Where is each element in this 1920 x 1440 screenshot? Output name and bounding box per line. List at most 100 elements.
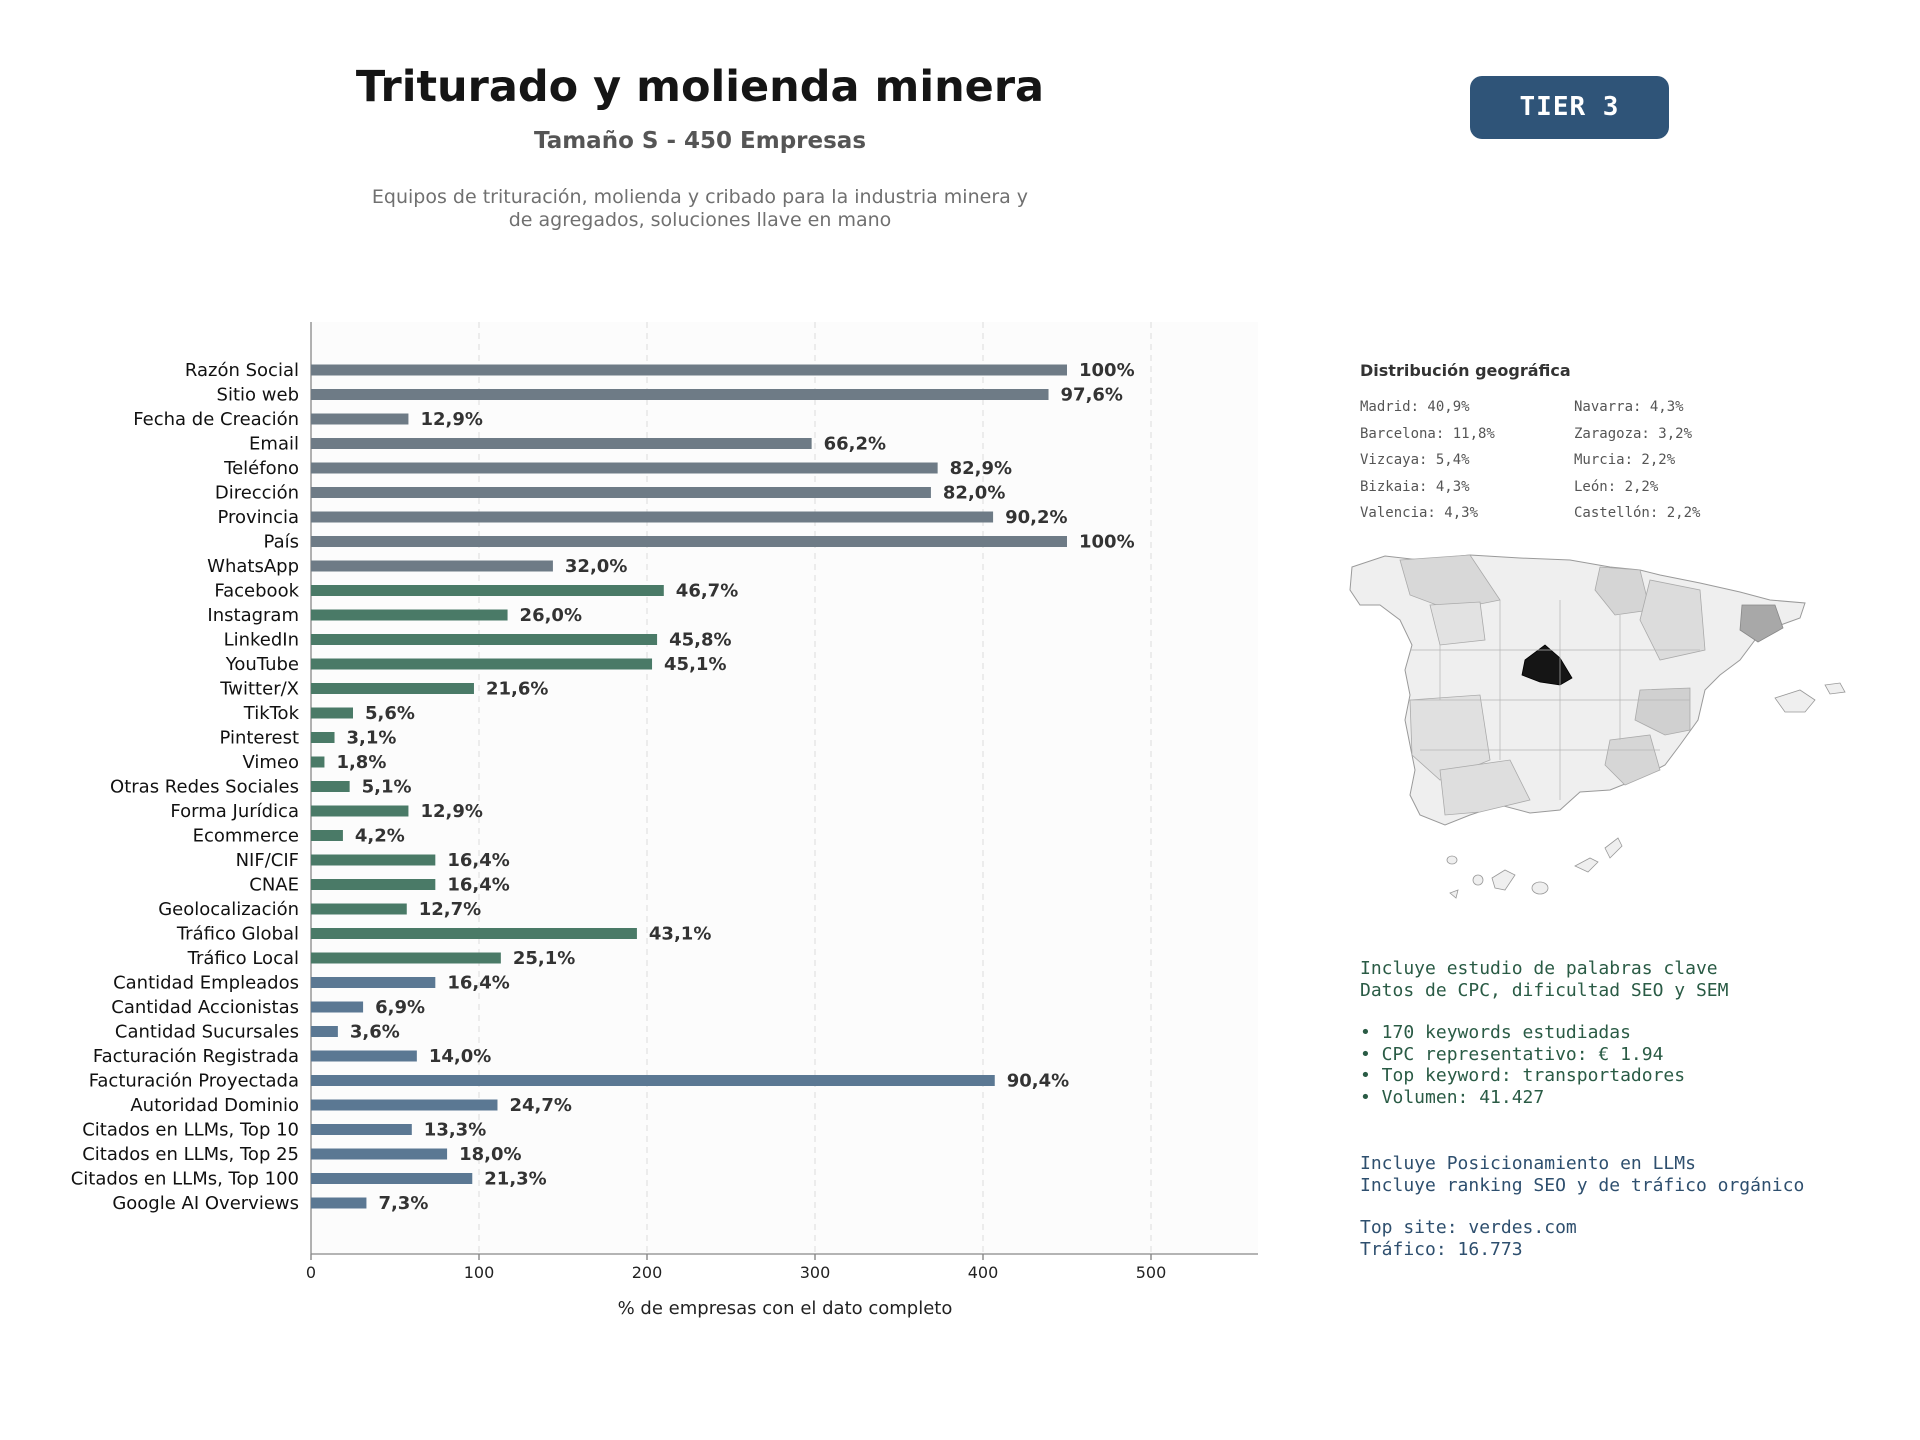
category-label: Pinterest [219, 728, 299, 749]
x-tick-label: 200 [632, 1263, 663, 1282]
data-label: 26,0% [520, 605, 582, 626]
category-label: Facebook [214, 581, 299, 602]
category-label: Cantidad Accionistas [111, 997, 299, 1018]
category-label: Cantidad Empleados [113, 973, 299, 994]
category-label: Email [249, 434, 299, 455]
map-balearic-islands [1774, 682, 1846, 713]
data-label: 16,4% [447, 973, 509, 994]
traffic: Tráfico: 16.773 [1360, 1238, 1523, 1260]
bar [311, 830, 343, 841]
bar [311, 413, 409, 425]
category-label: NIF/CIF [236, 850, 299, 871]
description-line-1: Equipos de trituración, molienda y criba… [371, 186, 1029, 208]
bar [311, 805, 409, 817]
category-label: Facturación Registrada [93, 1046, 299, 1067]
data-label: 4,2% [355, 826, 405, 847]
category-label: Instagram [207, 605, 299, 626]
map-region-leon [1429, 601, 1486, 646]
map-region-navarra [1594, 566, 1651, 616]
data-label: 18,0% [459, 1144, 521, 1165]
keyword-bullet: • CPC representativo: € 1.94 [1360, 1043, 1664, 1065]
category-label: Citados en LLMs, Top 100 [71, 1169, 299, 1190]
plot-area [311, 322, 1258, 1254]
data-label: 100% [1079, 360, 1135, 381]
category-label: País [264, 532, 299, 553]
bar [311, 781, 350, 792]
x-tick-label: 300 [800, 1263, 831, 1282]
category-label: Facturación Proyectada [89, 1071, 299, 1092]
bar [311, 977, 436, 988]
geo-distribution-title: Distribución geográfica [1360, 361, 1571, 380]
data-label: 3,1% [347, 728, 397, 749]
data-label: 32,0% [565, 556, 627, 577]
page-subtitle: Tamaño S - 450 Empresas [533, 128, 867, 154]
keywords-bullets: • 170 keywords estudiadas • CPC represent… [1360, 1022, 1728, 1108]
data-label: 12,7% [419, 899, 481, 920]
bar [311, 585, 664, 596]
category-label: Provincia [217, 507, 299, 528]
completeness-bar-chart: 0 100 200 300 400 500 % de empresas con el dat… [71, 322, 1258, 1319]
data-label: 100% [1079, 532, 1135, 553]
bar [311, 560, 553, 572]
data-label: 12,9% [420, 801, 482, 822]
data-label: 6,9% [375, 997, 425, 1018]
data-label: 16,4% [447, 850, 509, 871]
bar [311, 462, 938, 474]
bar [311, 658, 653, 670]
data-label: 45,8% [669, 630, 731, 651]
data-label: 12,9% [420, 409, 482, 430]
data-label: 5,1% [362, 777, 412, 798]
category-label: Autoridad Dominio [130, 1095, 299, 1116]
category-label: Teléfono [223, 458, 299, 479]
keyword-bullet: • Top keyword: transportadores [1360, 1065, 1686, 1086]
page-title: Triturado y molienda minera [355, 62, 1045, 112]
llm-info-block: Incluye Posicionamiento en LLMs Incluye r… [1360, 1153, 1804, 1260]
geo-item: Valencia: 4,3% [1360, 505, 1479, 521]
map-region-barcelona [1739, 604, 1784, 643]
bar [311, 879, 436, 890]
geo-item: Navarra: 4,3% [1574, 399, 1684, 415]
category-label: Citados en LLMs, Top 25 [82, 1144, 299, 1165]
data-label: 13,3% [424, 1120, 486, 1141]
map-region-aragon [1639, 579, 1706, 661]
geo-item: Vizcaya: 5,4% [1360, 452, 1470, 468]
data-label: 1,8% [336, 752, 386, 773]
category-label: Tráfico Local [187, 948, 299, 969]
top-site: Top site: verdes.com [1360, 1217, 1577, 1238]
category-label: Tráfico Global [176, 924, 299, 945]
data-label: 66,2% [824, 434, 886, 455]
data-label: 90,2% [1005, 507, 1067, 528]
keywords-info-block: Incluye estudio de palabras clave Datos d… [1360, 958, 1728, 1108]
bar [311, 389, 1049, 400]
x-tick-label: 400 [968, 1263, 999, 1282]
keyword-bullet: • Volumen: 41.427 [1360, 1086, 1545, 1108]
sector-description: Equipos de trituración, molienda y criba… [330, 186, 1070, 232]
data-label: 90,4% [1007, 1071, 1069, 1092]
keyword-bullet: • 170 keywords estudiadas [1360, 1022, 1631, 1043]
llm-line-2: Incluye ranking SEO y de tráfico orgánic… [1360, 1174, 1805, 1196]
geo-item: Bizkaia: 4,3% [1360, 478, 1470, 495]
category-label: YouTube [225, 654, 299, 675]
spain-province-map [1349, 554, 1846, 899]
data-label: 14,0% [429, 1046, 491, 1067]
category-label: Geolocalización [158, 899, 299, 920]
data-label: 7,3% [378, 1193, 428, 1214]
data-label: 5,6% [365, 703, 415, 724]
bar [311, 1099, 498, 1111]
category-label: Vimeo [242, 752, 299, 773]
data-label: 82,0% [943, 483, 1005, 504]
data-label: 46,7% [676, 581, 738, 602]
bar [311, 1197, 367, 1209]
category-label: Twitter/X [219, 679, 299, 700]
data-label: 25,1% [513, 948, 575, 969]
bar [311, 1148, 448, 1160]
bar [311, 952, 501, 964]
bar [311, 756, 325, 768]
category-label: Sitio web [217, 385, 299, 406]
bar [311, 854, 436, 866]
data-label: 16,4% [447, 875, 509, 896]
bar [311, 438, 812, 449]
bar [311, 732, 335, 743]
bar [311, 1124, 412, 1135]
data-label: 43,1% [649, 924, 711, 945]
